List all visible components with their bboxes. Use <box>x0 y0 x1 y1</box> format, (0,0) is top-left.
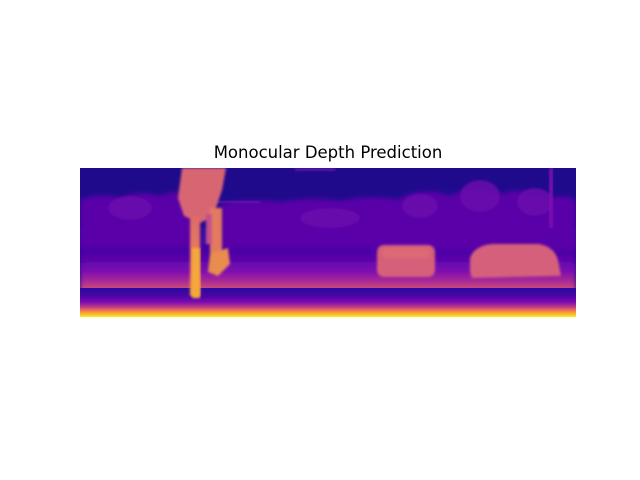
figure-title: Monocular Depth Prediction <box>213 143 443 162</box>
depth-map-image <box>80 168 576 317</box>
